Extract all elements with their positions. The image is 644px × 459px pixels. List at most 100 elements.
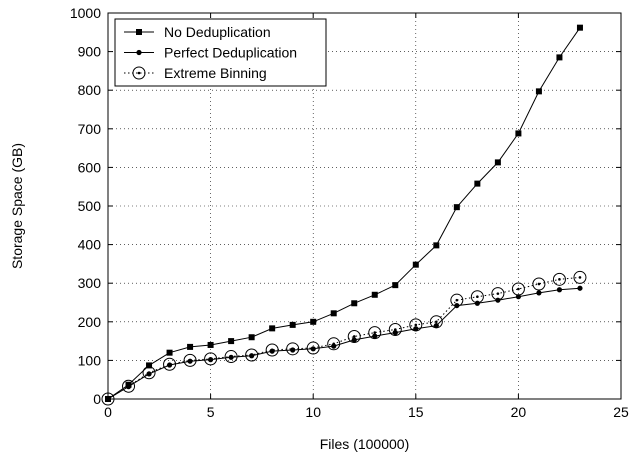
data-point-marker — [269, 325, 276, 332]
x-tick-label: 10 — [305, 404, 321, 420]
data-point-marker — [372, 333, 378, 339]
legend-marker — [136, 49, 142, 56]
data-point-marker — [412, 261, 419, 268]
legend-entry-perfect-deduplication: Perfect Deduplication — [124, 45, 297, 61]
x-tick-label: 25 — [613, 404, 629, 420]
data-point-marker — [289, 321, 296, 328]
data-point-marker — [368, 326, 382, 340]
data-point-marker-center — [332, 342, 336, 346]
data-point-marker — [207, 341, 214, 348]
data-point-marker — [577, 285, 583, 291]
data-point-marker — [515, 130, 522, 137]
data-point-marker-center — [127, 384, 130, 388]
data-point-marker — [306, 341, 320, 355]
data-point-marker — [491, 287, 505, 301]
data-point-marker — [310, 318, 317, 325]
data-point-marker — [183, 353, 197, 367]
data-point-marker — [470, 290, 484, 304]
x-tick-label: 5 — [207, 404, 215, 420]
legend-marker — [132, 66, 146, 80]
y-tick-label: 300 — [78, 275, 102, 291]
data-point-marker — [331, 343, 337, 349]
data-point-marker — [495, 297, 501, 303]
legend-marker — [136, 29, 142, 35]
data-point-marker — [351, 337, 357, 343]
data-point-marker — [511, 282, 525, 296]
data-point-marker-center — [414, 323, 418, 327]
data-point-marker-center — [291, 347, 294, 351]
y-tick-label: 0 — [93, 391, 101, 407]
data-point-marker — [536, 290, 542, 296]
data-point-marker-center — [517, 287, 520, 291]
data-point-marker-center — [373, 331, 377, 334]
data-point-marker — [573, 270, 587, 284]
y-tick-label: 600 — [78, 159, 102, 175]
data-point-marker — [245, 348, 259, 362]
data-point-marker — [535, 88, 542, 95]
legend-marker-center — [137, 71, 141, 75]
legend-label: Extreme Binning — [164, 65, 267, 81]
legend-label: No Deduplication — [164, 24, 271, 40]
data-point-marker — [494, 159, 501, 166]
data-point-marker — [388, 323, 402, 337]
data-point-marker-center — [476, 295, 479, 299]
legend: No Deduplication Perfect Deduplication Ext… — [114, 18, 327, 87]
data-point-marker — [515, 294, 522, 300]
data-point-marker — [409, 318, 423, 332]
y-tick-label: 100 — [78, 352, 102, 368]
data-point-marker — [454, 302, 460, 309]
y-tick-label: 500 — [78, 198, 102, 214]
data-point-marker — [142, 366, 156, 380]
legend-entry-no-deduplication: No Deduplication — [124, 24, 271, 40]
data-point-marker — [556, 287, 563, 293]
series-perfect-deduplication — [105, 285, 583, 402]
data-point-marker-center — [558, 278, 561, 281]
data-point-marker — [166, 349, 173, 356]
data-point-marker — [413, 326, 419, 332]
x-tick-label: 0 — [104, 404, 112, 420]
data-point-marker-center — [188, 359, 192, 362]
data-point-marker — [146, 362, 153, 369]
data-point-marker-center — [352, 335, 356, 338]
series-line-extreme-binning — [107, 276, 581, 400]
legend-label: Perfect Deduplication — [164, 45, 297, 61]
y-tick-label: 800 — [78, 82, 102, 98]
data-point-marker-center — [393, 328, 397, 331]
data-point-marker — [286, 342, 300, 356]
data-point-marker — [450, 293, 464, 307]
grid — [108, 13, 621, 399]
data-point-marker — [122, 379, 136, 393]
data-point-marker — [552, 272, 566, 286]
series-layer — [101, 24, 587, 406]
data-point-marker-center — [250, 353, 253, 357]
data-point-marker — [453, 204, 460, 211]
y-tick-label: 400 — [78, 237, 102, 253]
data-point-marker — [429, 315, 443, 329]
data-point-marker — [327, 337, 341, 351]
y-tick-label: 900 — [78, 44, 102, 60]
data-point-marker — [265, 343, 279, 357]
data-point-marker — [474, 300, 480, 306]
data-point-marker-center — [311, 346, 315, 350]
series-line-perfect-deduplication — [107, 287, 581, 400]
data-point-marker — [532, 277, 546, 291]
data-point-marker — [163, 357, 177, 371]
series-extreme-binning — [101, 270, 587, 406]
legend-entry-extreme-binning: Extreme Binning — [124, 65, 267, 81]
y-axis-label: Storage Space (GB) — [9, 143, 25, 269]
data-point-marker — [556, 54, 563, 61]
x-tick-label: 15 — [408, 404, 424, 420]
x-tick-label: 20 — [511, 404, 527, 420]
data-point-marker-center — [270, 348, 274, 352]
data-point-marker-center — [168, 362, 171, 366]
data-point-marker — [347, 329, 361, 343]
data-point-marker-center — [455, 298, 459, 302]
data-point-marker — [224, 350, 238, 364]
series-line-no-deduplication — [107, 27, 581, 400]
data-point-marker — [187, 343, 194, 350]
data-point-marker — [392, 282, 399, 289]
data-point-marker-center — [578, 276, 582, 279]
data-point-marker — [392, 330, 398, 336]
y-tick-label: 1000 — [70, 5, 101, 21]
